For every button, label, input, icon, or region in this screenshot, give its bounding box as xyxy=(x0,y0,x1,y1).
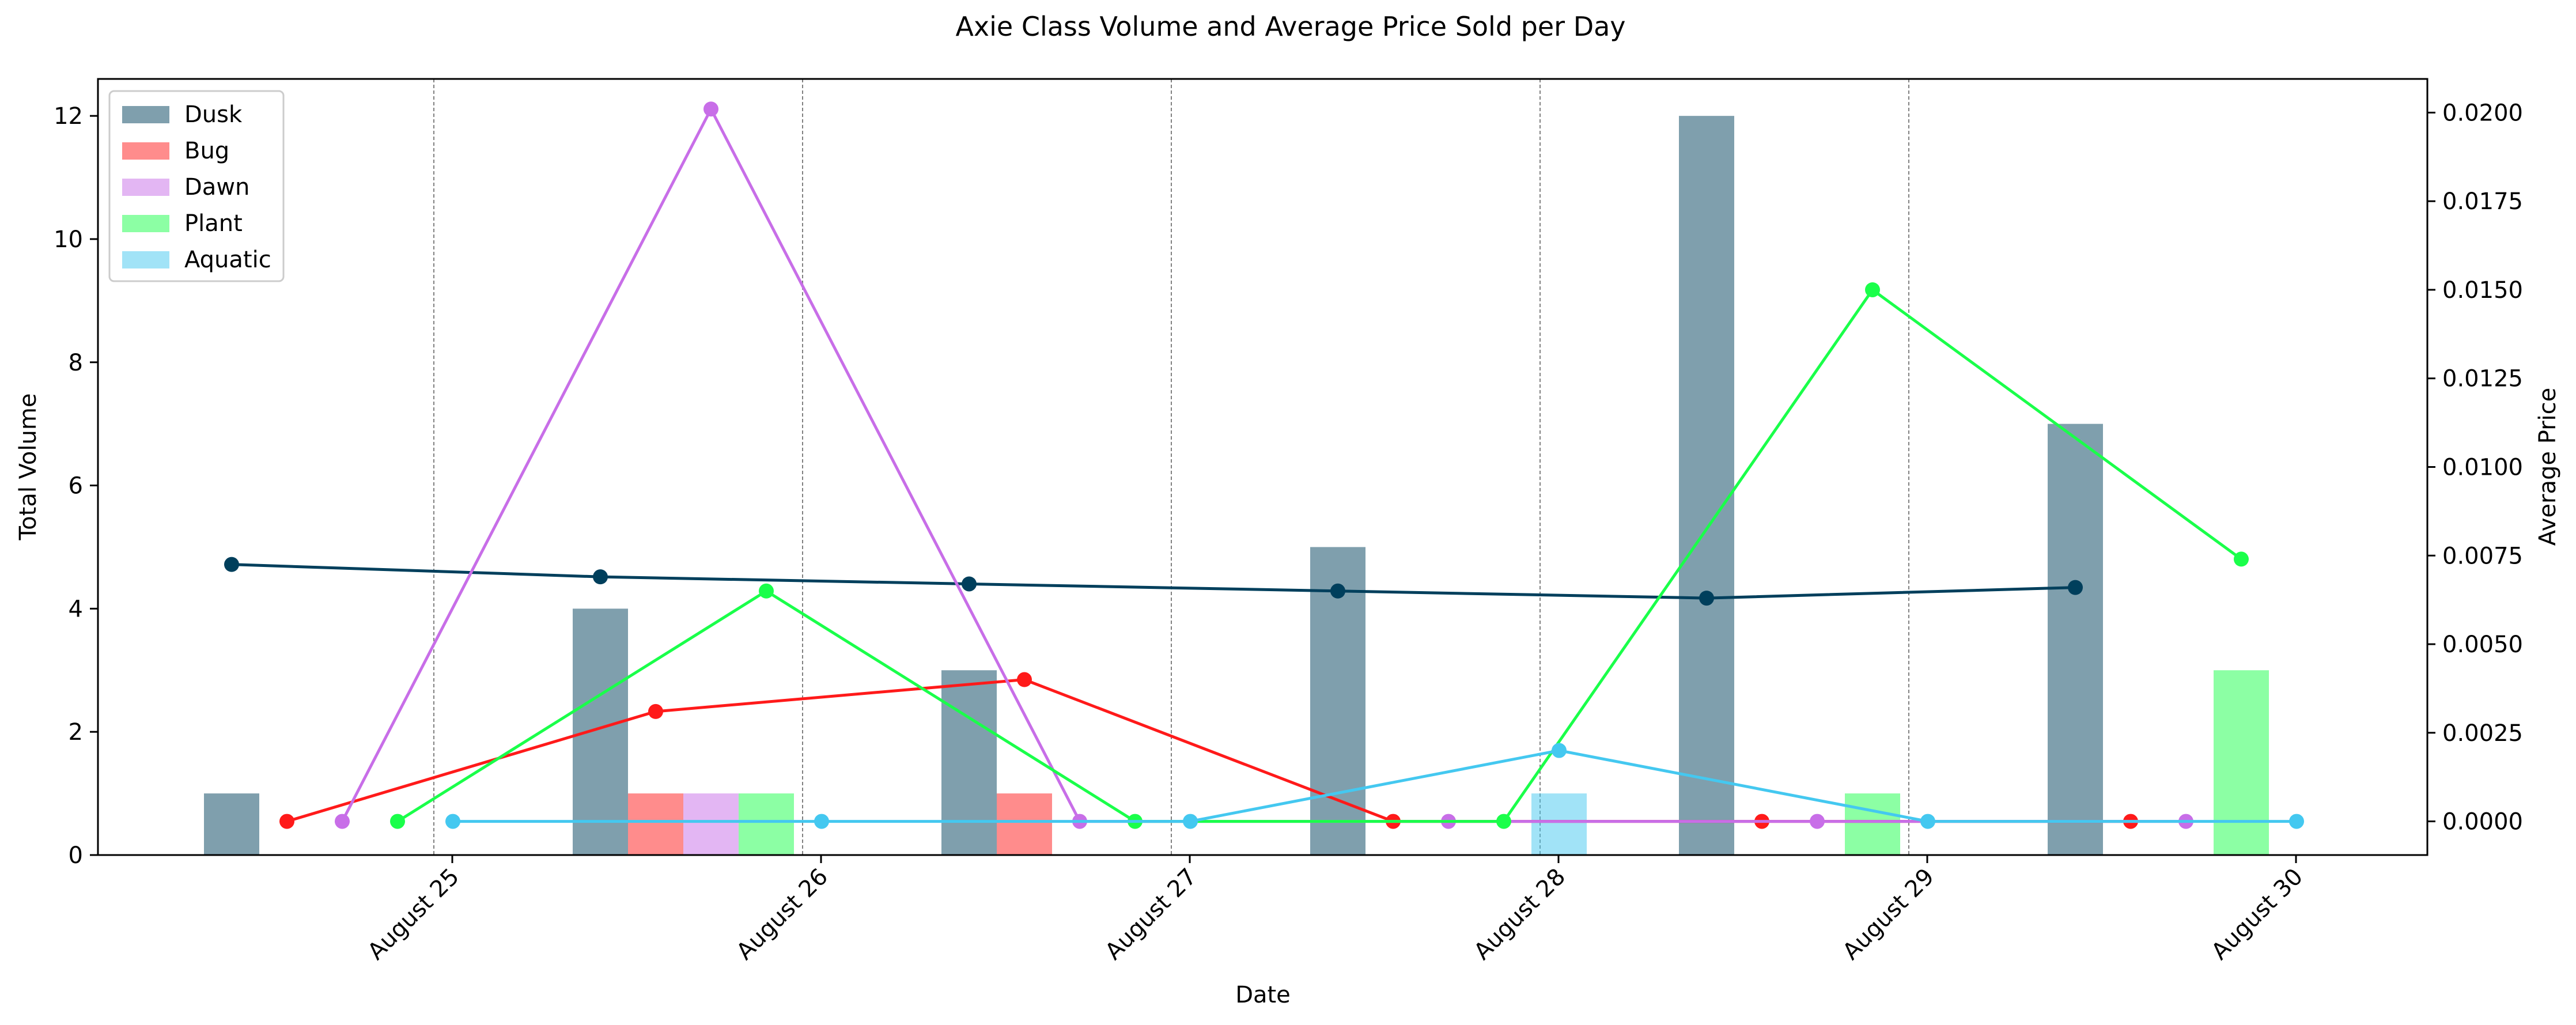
price-point-dusk xyxy=(1699,591,1714,606)
chart-title: Axie Class Volume and Average Price Sold… xyxy=(955,11,1625,42)
y2-tick-label: 0.0000 xyxy=(2442,809,2523,835)
bar-bug xyxy=(997,793,1052,855)
y2-tick-label: 0.0100 xyxy=(2442,455,2523,481)
y2-tick-label: 0.0025 xyxy=(2442,720,2523,747)
bar-dusk xyxy=(2048,423,2103,855)
bar-dusk xyxy=(573,608,628,855)
y-tick-label: 6 xyxy=(69,473,83,500)
legend: Dusk Bug Dawn Plant Aquatic xyxy=(108,90,285,282)
price-line-plant xyxy=(396,288,2242,823)
bar-dawn xyxy=(683,793,739,855)
legend-swatch-bug xyxy=(122,142,169,160)
bar-dusk xyxy=(1679,116,1734,856)
y-tick-label: 12 xyxy=(54,103,83,130)
y-tick-label: 10 xyxy=(54,226,83,253)
price-point-aquatic xyxy=(2289,814,2304,829)
y2-tick-label: 0.0150 xyxy=(2442,277,2523,304)
y2-tick-label: 0.0175 xyxy=(2442,188,2523,215)
legend-label-plant: Plant xyxy=(184,210,243,237)
price-point-aquatic xyxy=(1552,743,1567,758)
y2-tick-label: 0.0050 xyxy=(2442,631,2523,658)
price-point-aquatic xyxy=(1183,814,1198,829)
price-point-plant xyxy=(759,583,774,599)
bar-dusk xyxy=(204,793,259,855)
legend-swatch-dusk xyxy=(122,106,169,123)
day-separators xyxy=(433,79,1909,855)
legend-label-dawn: Dawn xyxy=(184,174,249,201)
y-axis-label: Total Volume xyxy=(15,394,41,541)
price-point-dusk xyxy=(1330,583,1345,599)
price-point-plant xyxy=(390,814,405,829)
price-point-aquatic xyxy=(445,814,460,829)
price-point-dawn xyxy=(703,101,718,117)
bar-aquatic xyxy=(1531,793,1587,855)
price-point-dusk xyxy=(224,557,239,572)
price-point-aquatic xyxy=(814,814,829,829)
y-tick-label: 8 xyxy=(69,350,83,376)
bar-bug xyxy=(628,793,683,855)
price-line-dusk xyxy=(231,563,2076,600)
legend-swatch-aquatic xyxy=(122,251,169,268)
bar-plant xyxy=(739,793,794,855)
bar-plant xyxy=(2214,670,2269,855)
price-point-plant xyxy=(1496,814,1511,829)
x-axis-label: Date xyxy=(1235,982,1291,1008)
price-lines xyxy=(224,101,2304,829)
y2-tick-label: 0.0125 xyxy=(2442,366,2523,392)
bar-plant xyxy=(1845,793,1900,855)
volume-bars xyxy=(204,116,2269,856)
y2-axis-label: Average Price xyxy=(2535,388,2561,546)
price-point-dawn xyxy=(335,814,350,829)
legend-label-dusk: Dusk xyxy=(184,101,243,128)
price-point-bug xyxy=(279,814,294,829)
y-tick-label: 4 xyxy=(69,596,83,622)
y2-tick-label: 0.0200 xyxy=(2442,100,2523,126)
legend-label-bug: Bug xyxy=(184,138,229,164)
legend-label-aquatic: Aquatic xyxy=(184,247,271,273)
price-point-dusk xyxy=(2068,580,2083,595)
price-point-bug xyxy=(1017,672,1032,687)
price-point-aquatic xyxy=(1920,814,1935,829)
price-point-plant xyxy=(2234,551,2249,567)
price-point-dusk xyxy=(593,569,608,585)
price-point-bug xyxy=(648,703,663,719)
price-point-plant xyxy=(1865,282,1880,297)
y-tick-label: 0 xyxy=(69,842,83,869)
left-y-axis: 0 2 4 6 8 10 12 xyxy=(54,103,98,869)
price-line-aquatic xyxy=(453,749,2297,823)
price-point-dawn xyxy=(1810,814,1825,829)
price-point-dusk xyxy=(962,576,977,592)
legend-swatch-plant xyxy=(122,215,169,232)
legend-swatch-dawn xyxy=(122,179,169,196)
right-y-axis: 0.0000 0.0025 0.0050 0.0075 0.0100 0.0125 0.01… xyxy=(2427,100,2523,835)
y2-tick-label: 0.0075 xyxy=(2442,543,2523,569)
y-tick-label: 2 xyxy=(69,719,83,746)
bar-dusk xyxy=(941,670,997,855)
legend-box xyxy=(108,90,285,282)
